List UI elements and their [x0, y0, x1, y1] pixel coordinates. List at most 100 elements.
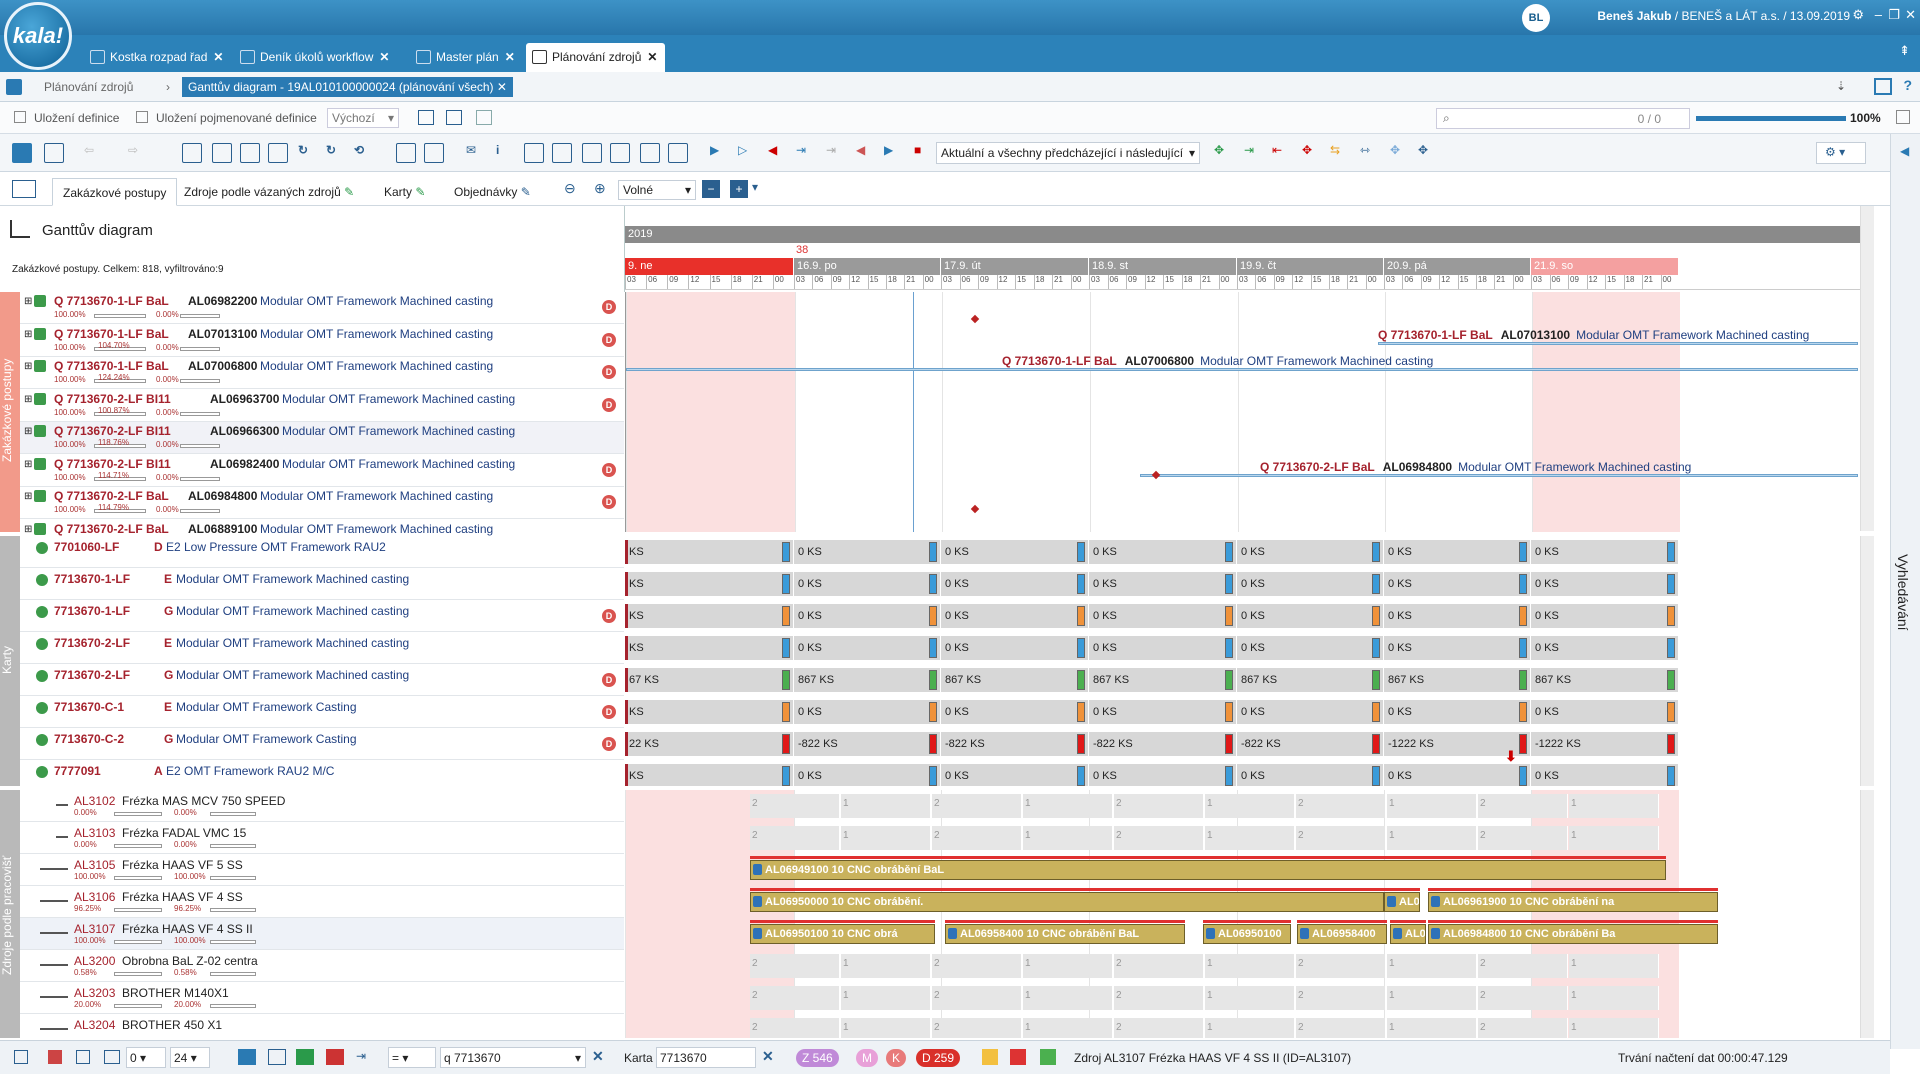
save-view-icon[interactable]	[1896, 110, 1910, 124]
d-marker[interactable]: D	[602, 673, 616, 687]
expand-icon[interactable]: ⊞	[24, 393, 33, 405]
search-panel-tab[interactable]: Vyhledávání	[1895, 554, 1911, 631]
stock-cell[interactable]: 0 KS	[1384, 764, 1531, 786]
capacity-cell[interactable]: 2	[1478, 954, 1568, 978]
restore-icon[interactable]: ❐	[1888, 7, 1900, 22]
capacity-cell[interactable]: 2	[1296, 1018, 1386, 1038]
capacity-cell[interactable]: 1	[1023, 986, 1113, 1010]
capacity-cell[interactable]: 1	[1569, 954, 1659, 978]
print-icon[interactable]	[268, 143, 288, 163]
stock-cell[interactable]: 0 KS	[1237, 700, 1384, 724]
close-tab-icon[interactable]: ✕	[379, 50, 390, 64]
table-edit-icon[interactable]	[582, 143, 602, 163]
collapse-icon[interactable]: ✥	[1302, 143, 1313, 157]
order-bar[interactable]	[1140, 474, 1858, 477]
milestone-icon[interactable]	[970, 504, 980, 514]
settings-icon[interactable]: ⚙	[1852, 7, 1864, 22]
detail-view-icon[interactable]	[268, 1049, 286, 1065]
milestone-icon[interactable]	[1151, 470, 1161, 480]
stock-cell[interactable]: 67 KS	[625, 668, 794, 692]
export-icon[interactable]	[476, 110, 492, 125]
play-icon[interactable]: ▶	[710, 143, 720, 157]
filter-select[interactable]: Aktuální a všechny předcházející i násle…	[936, 142, 1200, 164]
capacity-cell[interactable]: 2	[750, 954, 840, 978]
resource-row[interactable]: AL3107 Frézka HAAS VF 4 SS II 100.00% 100.0…	[20, 918, 624, 950]
stock-cell[interactable]: 0 KS	[1089, 540, 1237, 564]
close-tab-icon[interactable]: ✕	[213, 50, 224, 64]
expand-icon[interactable]: ✥	[1214, 143, 1225, 157]
capacity-cell[interactable]: 2	[1296, 986, 1386, 1010]
capacity-cell[interactable]: 2	[1114, 826, 1204, 850]
stock-cell[interactable]: 0 KS	[794, 700, 941, 724]
stock-cell[interactable]: 0 KS	[1531, 764, 1679, 786]
order-bar[interactable]	[626, 368, 1858, 371]
tab-overflow-icon[interactable]: ⇞	[1899, 43, 1910, 58]
red-list-icon[interactable]	[326, 1049, 344, 1065]
order-bar[interactable]	[1378, 342, 1858, 345]
capacity-cell[interactable]: 2	[932, 1018, 1022, 1038]
minus-icon[interactable]: −	[702, 180, 720, 198]
capacity-cell[interactable]: 2	[750, 826, 840, 850]
capacity-cell[interactable]: 1	[1023, 794, 1113, 818]
capacity-cell[interactable]: 1	[1569, 986, 1659, 1010]
stock-cell[interactable]: 867 KS	[941, 668, 1089, 692]
machine-icon[interactable]	[668, 143, 688, 163]
capacity-cell[interactable]: 2	[1114, 794, 1204, 818]
layout-icon[interactable]	[1874, 78, 1892, 95]
capacity-cell[interactable]: 1	[1023, 826, 1113, 850]
refresh-all-icon[interactable]: ↻	[326, 143, 337, 157]
back-icon[interactable]: ⇦	[84, 143, 95, 157]
tab-kostka[interactable]: Kostka rozpad řad ✕	[84, 43, 231, 72]
stock-cell[interactable]: 22 KS	[625, 732, 794, 756]
capacity-cell[interactable]: 1	[1205, 954, 1295, 978]
job-bar[interactable]: AL06950100	[1203, 924, 1291, 944]
cards-scrollbar[interactable]	[1860, 536, 1874, 786]
capacity-cell[interactable]: 2	[750, 1018, 840, 1038]
resource-row[interactable]: AL3105 Frézka HAAS VF 5 SS 100.00% 100.00%	[20, 854, 624, 886]
d-marker[interactable]: D	[602, 737, 616, 751]
expand-icon[interactable]: ⊞	[24, 491, 33, 502]
capacity-cell[interactable]: 1	[1387, 826, 1477, 850]
stock-cell[interactable]: 867 KS	[1384, 668, 1531, 692]
order-row[interactable]: ⊞ Q 7713670-2-LF BI11 AL06963700 Modular OM…	[20, 389, 624, 422]
capacity-cell[interactable]: 1	[1387, 794, 1477, 818]
stop-icon[interactable]: ■	[914, 143, 922, 157]
capacity-cell[interactable]: 2	[1296, 826, 1386, 850]
stock-cell[interactable]: 0 KS	[1089, 604, 1237, 628]
stock-cell[interactable]: KS	[625, 540, 794, 564]
capacity-cell[interactable]: 2	[932, 986, 1022, 1010]
align-icon[interactable]: ✥	[1390, 143, 1401, 157]
card-row[interactable]: 7713670-2-LF G Modular OMT Framework Machi…	[20, 664, 624, 696]
stock-cell[interactable]: 0 KS	[1237, 572, 1384, 596]
chevron-down-icon[interactable]: ▾	[752, 180, 759, 194]
stock-cell[interactable]: 867 KS	[794, 668, 941, 692]
stock-cell[interactable]: 0 KS	[1384, 604, 1531, 628]
refresh-icon[interactable]: ↻	[298, 143, 309, 157]
z-badge[interactable]: Z 546	[796, 1049, 839, 1067]
collapse-panel-icon[interactable]	[12, 180, 36, 198]
resource-row[interactable]: AL3203 BROTHER M140X1 20.00% 20.00%	[20, 982, 624, 1014]
pin-toggle-icon[interactable]: ⇥	[356, 1049, 367, 1063]
d-marker[interactable]: D	[602, 332, 616, 347]
sync-icon[interactable]: ⟲	[354, 143, 365, 157]
tab-karty[interactable]: Karty ✎	[374, 178, 435, 206]
capacity-cell[interactable]: 1	[1387, 986, 1477, 1010]
calendar-icon[interactable]	[418, 110, 434, 125]
capacity-cell[interactable]: 1	[1205, 794, 1295, 818]
resources-scrollbar[interactable]	[1860, 790, 1874, 1038]
cancel-mark-icon[interactable]	[1010, 1049, 1026, 1065]
stock-cell[interactable]: 867 KS	[1089, 668, 1237, 692]
close-tab-icon[interactable]: ✕	[504, 50, 515, 64]
tab-zakazkove-postupy[interactable]: Zakázkové postupy	[52, 178, 178, 206]
open-folder-icon[interactable]	[182, 143, 202, 163]
capacity-cell[interactable]: 2	[1114, 1018, 1204, 1038]
tab-denik[interactable]: Deník úkolů workflow ✕	[234, 43, 397, 72]
fit-icon[interactable]	[44, 143, 64, 163]
d-marker[interactable]: D	[602, 365, 616, 379]
stock-cell[interactable]: 0 KS	[794, 764, 941, 786]
stock-cell[interactable]: 0 KS	[941, 764, 1089, 786]
definition-select[interactable]: Výchozí ▾	[327, 108, 399, 128]
capacity-cell[interactable]: 2	[1114, 986, 1204, 1010]
job-bar[interactable]: AL06	[1390, 924, 1426, 944]
capacity-cell[interactable]: 1	[1205, 1018, 1295, 1038]
